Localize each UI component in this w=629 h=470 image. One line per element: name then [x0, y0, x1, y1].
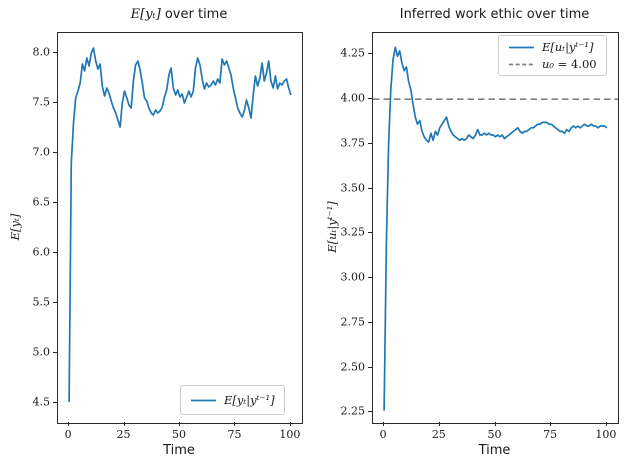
- y-tick-mark: [53, 252, 57, 253]
- legend-line-sample: [509, 46, 534, 48]
- y-tick-label: 3.25: [340, 225, 366, 239]
- x-tick-mark: [234, 422, 236, 426]
- y-tick-label: 6.0: [32, 245, 51, 259]
- x-tick-label: 25: [431, 428, 446, 441]
- legend: E[uₜ|yᵗ⁻¹] u₀ = 4.00: [498, 35, 607, 76]
- plot-area: [68, 47, 292, 403]
- legend-label: E[uₜ|yᵗ⁻¹]: [542, 40, 594, 54]
- x-tick-label: 75: [543, 428, 558, 441]
- y-tick-mark: [368, 232, 372, 234]
- chart-title: Inferred work ethic over time: [399, 7, 590, 22]
- legend-entry: E[uₜ|yᵗ⁻¹]: [508, 40, 597, 54]
- y-axis-label: E[yₜ]: [8, 213, 22, 241]
- x-tick-label: 100: [595, 428, 617, 441]
- y-tick-mark: [53, 52, 57, 53]
- chart-title: E[yₜ] over time: [57, 7, 301, 22]
- y-tick-label: 4.25: [340, 46, 366, 60]
- y-tick-mark: [53, 102, 57, 103]
- y-tick-label: 3.50: [340, 181, 366, 195]
- x-axis-label: Time: [163, 443, 195, 458]
- x-tick-label: 50: [172, 428, 186, 441]
- y-tick-label: 4.5: [32, 395, 51, 409]
- legend-line-sample: [509, 63, 534, 65]
- axes-box: [372, 32, 619, 424]
- x-tick-mark: [438, 422, 440, 426]
- x-tick-label: 0: [379, 428, 387, 441]
- plot-area: [373, 46, 618, 411]
- x-tick-mark: [123, 422, 125, 426]
- legend-entry: E[yₜ|yᵗ⁻¹]: [190, 393, 275, 407]
- x-tick-label: 75: [227, 428, 242, 441]
- series-line: [68, 47, 292, 403]
- y-axis-label: E[uₜ|yᵗ⁻¹]: [325, 201, 339, 253]
- y-tick-mark: [368, 366, 372, 368]
- legend-line-sample: [191, 399, 216, 401]
- x-tick-mark: [289, 422, 291, 426]
- legend-label-math: u₀: [542, 57, 555, 71]
- x-tick-label: 100: [279, 428, 301, 441]
- x-tick-mark: [383, 422, 385, 426]
- legend-entry: u₀ = 4.00: [508, 57, 597, 71]
- y-tick-label: 2.75: [340, 315, 366, 329]
- y-tick-mark: [368, 98, 372, 100]
- chart-title-math: E[yₜ]: [130, 7, 161, 22]
- x-tick-mark: [494, 422, 496, 426]
- y-tick-label: 4.00: [340, 91, 366, 105]
- y-tick-label: 7.5: [32, 95, 51, 109]
- y-tick-label: 2.50: [340, 360, 366, 374]
- x-tick-label: 0: [64, 428, 72, 441]
- y-tick-mark: [368, 277, 372, 279]
- legend-label: E[yₜ|yᵗ⁻¹]: [224, 393, 275, 407]
- y-tick-mark: [368, 187, 372, 189]
- y-tick-label: 3.00: [340, 270, 366, 284]
- x-tick-label: 50: [487, 428, 502, 441]
- x-tick-mark: [179, 422, 180, 426]
- y-tick-label: 6.5: [32, 195, 51, 209]
- y-tick-mark: [53, 202, 57, 203]
- y-tick-mark: [368, 142, 372, 144]
- subplot-right: Inferred work ethic over time E[uₜ|yᵗ⁻¹]…: [314, 0, 629, 470]
- y-tick-mark: [53, 302, 57, 303]
- x-axis-label: Time: [478, 443, 511, 458]
- y-tick-mark: [368, 321, 372, 323]
- chart-title-text: over time: [164, 7, 228, 22]
- x-tick-mark: [68, 422, 70, 426]
- y-tick-label: 3.75: [340, 136, 366, 150]
- y-tick-mark: [53, 152, 57, 153]
- y-tick-label: 7.0: [32, 145, 51, 159]
- subplot-left: E[yₜ] over time E[yₜ] Time E[yₜ|yᵗ⁻¹] 0 25…: [0, 0, 314, 470]
- x-tick-label: 25: [116, 428, 131, 441]
- x-tick-mark: [605, 422, 607, 426]
- y-tick-label: 2.25: [340, 404, 366, 418]
- axes-box: [57, 32, 303, 424]
- y-tick-mark: [53, 352, 57, 353]
- y-tick-mark: [368, 411, 372, 413]
- legend-label: u₀ = 4.00: [542, 57, 597, 71]
- y-tick-label: 8.0: [32, 45, 51, 59]
- y-tick-label: 5.5: [32, 295, 51, 309]
- y-tick-label: 5.0: [32, 345, 51, 359]
- legend: E[yₜ|yᵗ⁻¹]: [180, 385, 285, 415]
- x-tick-mark: [550, 422, 552, 426]
- series-line: [383, 46, 608, 411]
- y-tick-mark: [53, 402, 57, 403]
- legend-label-rest: = 4.00: [554, 57, 597, 71]
- y-tick-mark: [368, 53, 372, 55]
